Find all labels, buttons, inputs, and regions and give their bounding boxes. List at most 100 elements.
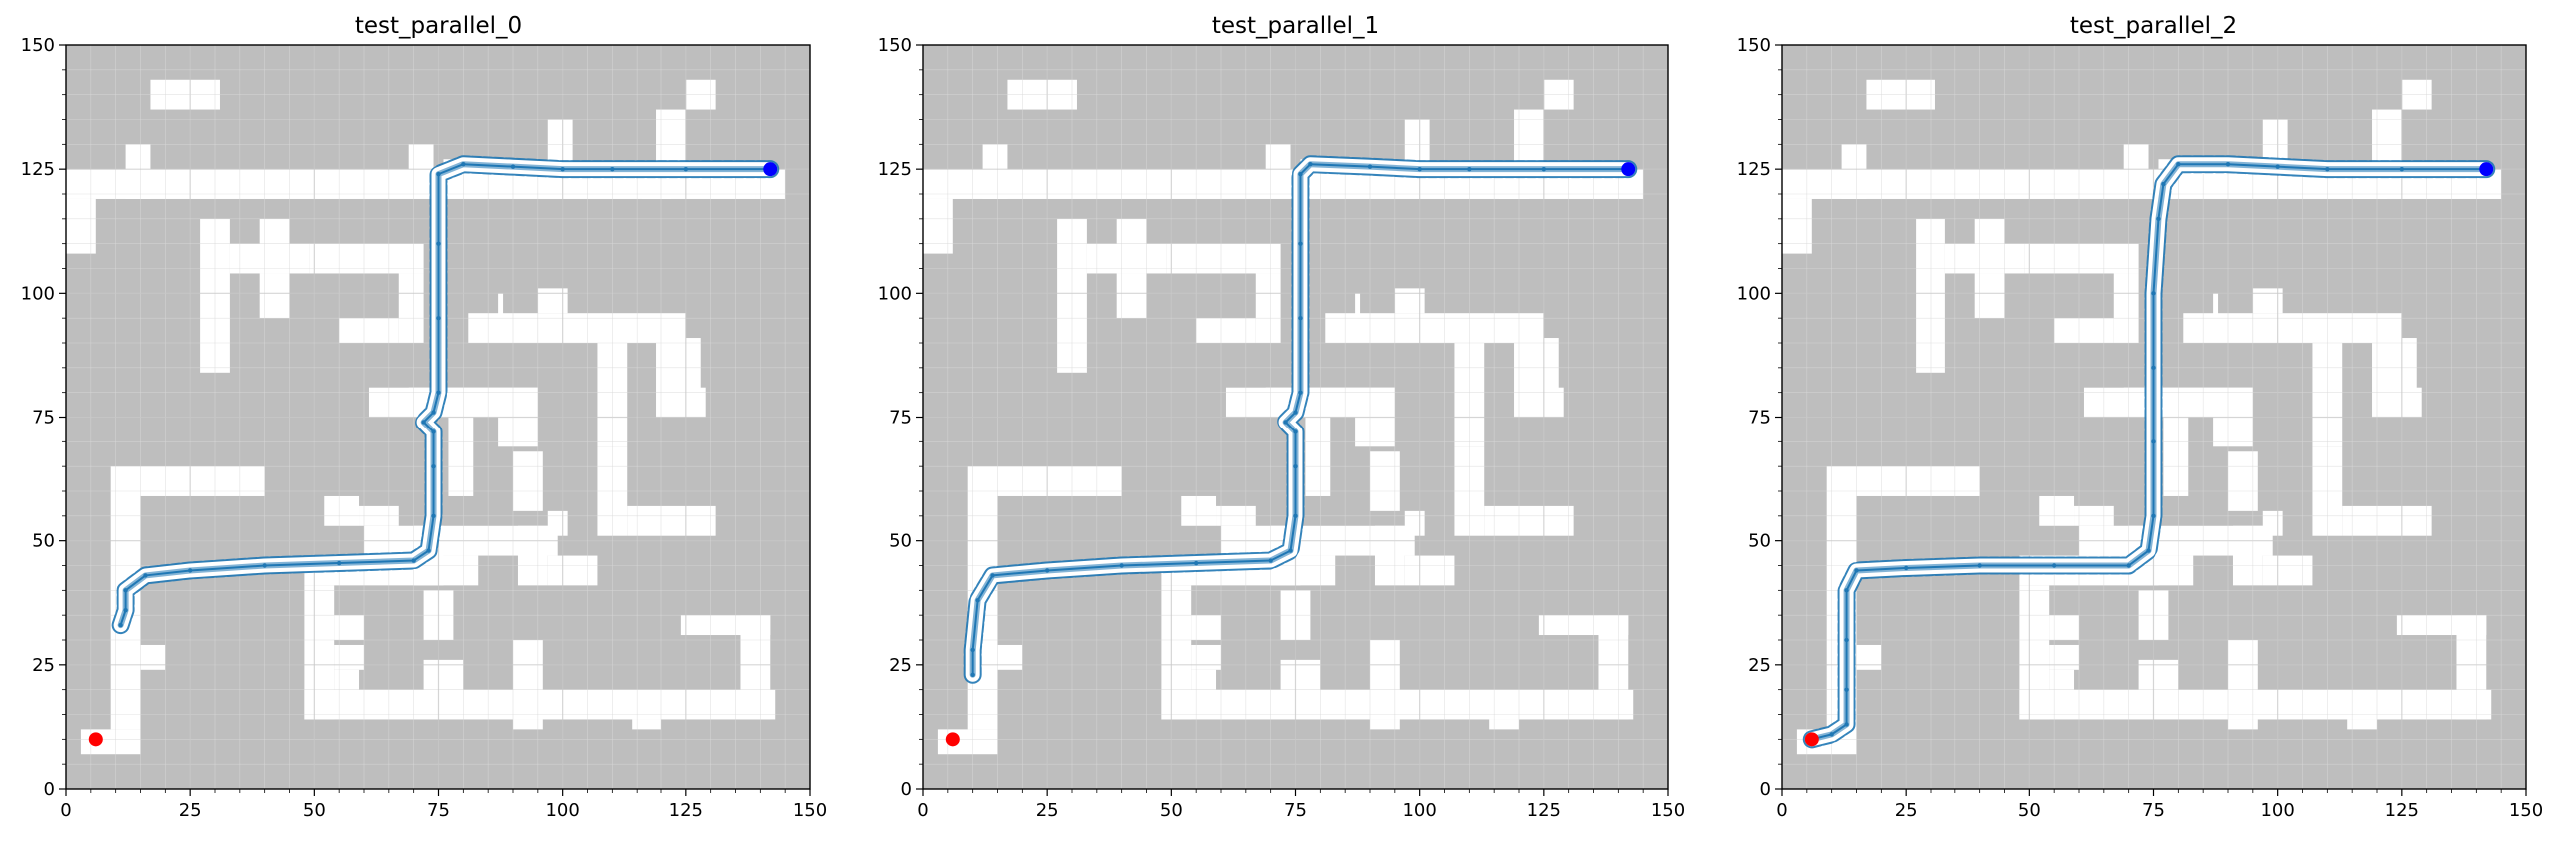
free-cell [513,719,543,730]
free-cell [498,417,538,447]
path-point [1903,565,1909,571]
free-cell [517,525,548,586]
free-cell [1255,273,1281,343]
x-tick-label: 125 [1527,800,1561,821]
y-tick-label: 50 [889,531,912,552]
path-point [2156,216,2161,222]
path-point [1829,732,1834,737]
free-cell [324,495,360,526]
free-cell [2024,243,2139,274]
path-point [990,573,995,578]
path-point [970,647,975,653]
free-cell [1166,243,1281,274]
path-point [2151,439,2156,444]
path-point [1293,513,1298,519]
path-point [1367,164,1373,169]
path-point [426,548,431,553]
y-tick-label: 125 [1737,159,1771,180]
free-cell [967,689,998,730]
path-point [431,463,436,469]
y-tick-label: 150 [878,35,912,56]
free-cell [334,669,360,690]
x-tick-label: 25 [179,800,202,821]
free-cell [997,644,1023,670]
free-cell [1355,293,1361,319]
free-cell [1374,525,1405,586]
path-point [2151,365,2156,371]
path-point [1293,410,1298,415]
start-marker [88,732,103,747]
y-tick-label: 150 [1737,35,1771,56]
free-cell [1782,198,1812,254]
x-tick-label: 150 [1651,800,1685,821]
path-line [971,163,1629,675]
free-cell [334,615,364,640]
free-cell [229,243,310,274]
path-point [187,568,193,573]
free-cell [1543,338,1559,418]
free-cell [2228,719,2258,730]
free-cell [398,273,424,343]
free-cell [982,144,1008,199]
path-point [1977,563,1982,568]
free-cell [1841,144,1867,199]
free-cell [2163,417,2189,496]
y-tick-label: 75 [889,408,912,428]
free-cell [140,466,265,496]
free-cell [1191,615,1221,640]
free-cell [1116,273,1147,319]
path-point [2399,166,2405,172]
y-tick-label: 25 [1748,655,1771,676]
path-point [1298,390,1303,395]
free-cell [680,615,771,636]
free-cell [448,417,474,496]
path-point [262,563,267,568]
path-point [2176,162,2181,167]
free-cell [334,644,364,670]
goal-marker [763,162,778,177]
x-tick-label: 75 [1284,800,1307,821]
path-point [436,171,441,177]
free-cell [1856,644,1882,670]
path-point [2161,181,2166,187]
path-point [2275,164,2280,169]
free-cell [1305,417,1331,496]
free-cell [1974,273,2005,319]
path-point [510,164,516,169]
free-cell [1489,719,1519,730]
path-point [436,390,441,395]
free-cell [309,243,424,274]
path-point [1288,548,1293,553]
y-tick-label: 100 [1737,283,1771,304]
free-cell [2054,318,2114,343]
x-tick-label: 50 [2018,800,2041,821]
free-cell [2228,451,2258,511]
y-tick-label: 100 [878,283,912,304]
free-cell [1086,243,1167,274]
free-cell [1191,669,1217,690]
free-cell [2213,417,2253,447]
path-point [1298,315,1303,321]
free-cell [1370,719,1400,730]
path-point [1541,166,1547,172]
free-cell [1325,313,1395,343]
path-point [1283,420,1288,425]
free-cell [1196,318,1256,343]
path-line [1811,163,2487,741]
free-cell [259,218,290,244]
free-cell [2113,273,2139,343]
panel-title: test_parallel_2 [2070,13,2237,39]
free-cell [498,293,504,319]
free-cell [110,689,141,730]
path-point [1467,166,1472,172]
path-line [119,163,771,626]
path-point [1298,171,1303,177]
y-tick-label: 50 [1748,531,1771,552]
free-cell [2123,387,2253,418]
y-tick-label: 150 [21,35,55,56]
y-tick-label: 0 [901,779,912,800]
panel-title: test_parallel_1 [1212,13,1379,39]
path-point [143,573,148,578]
start-marker [1804,732,1819,747]
y-tick-label: 75 [1748,408,1771,428]
